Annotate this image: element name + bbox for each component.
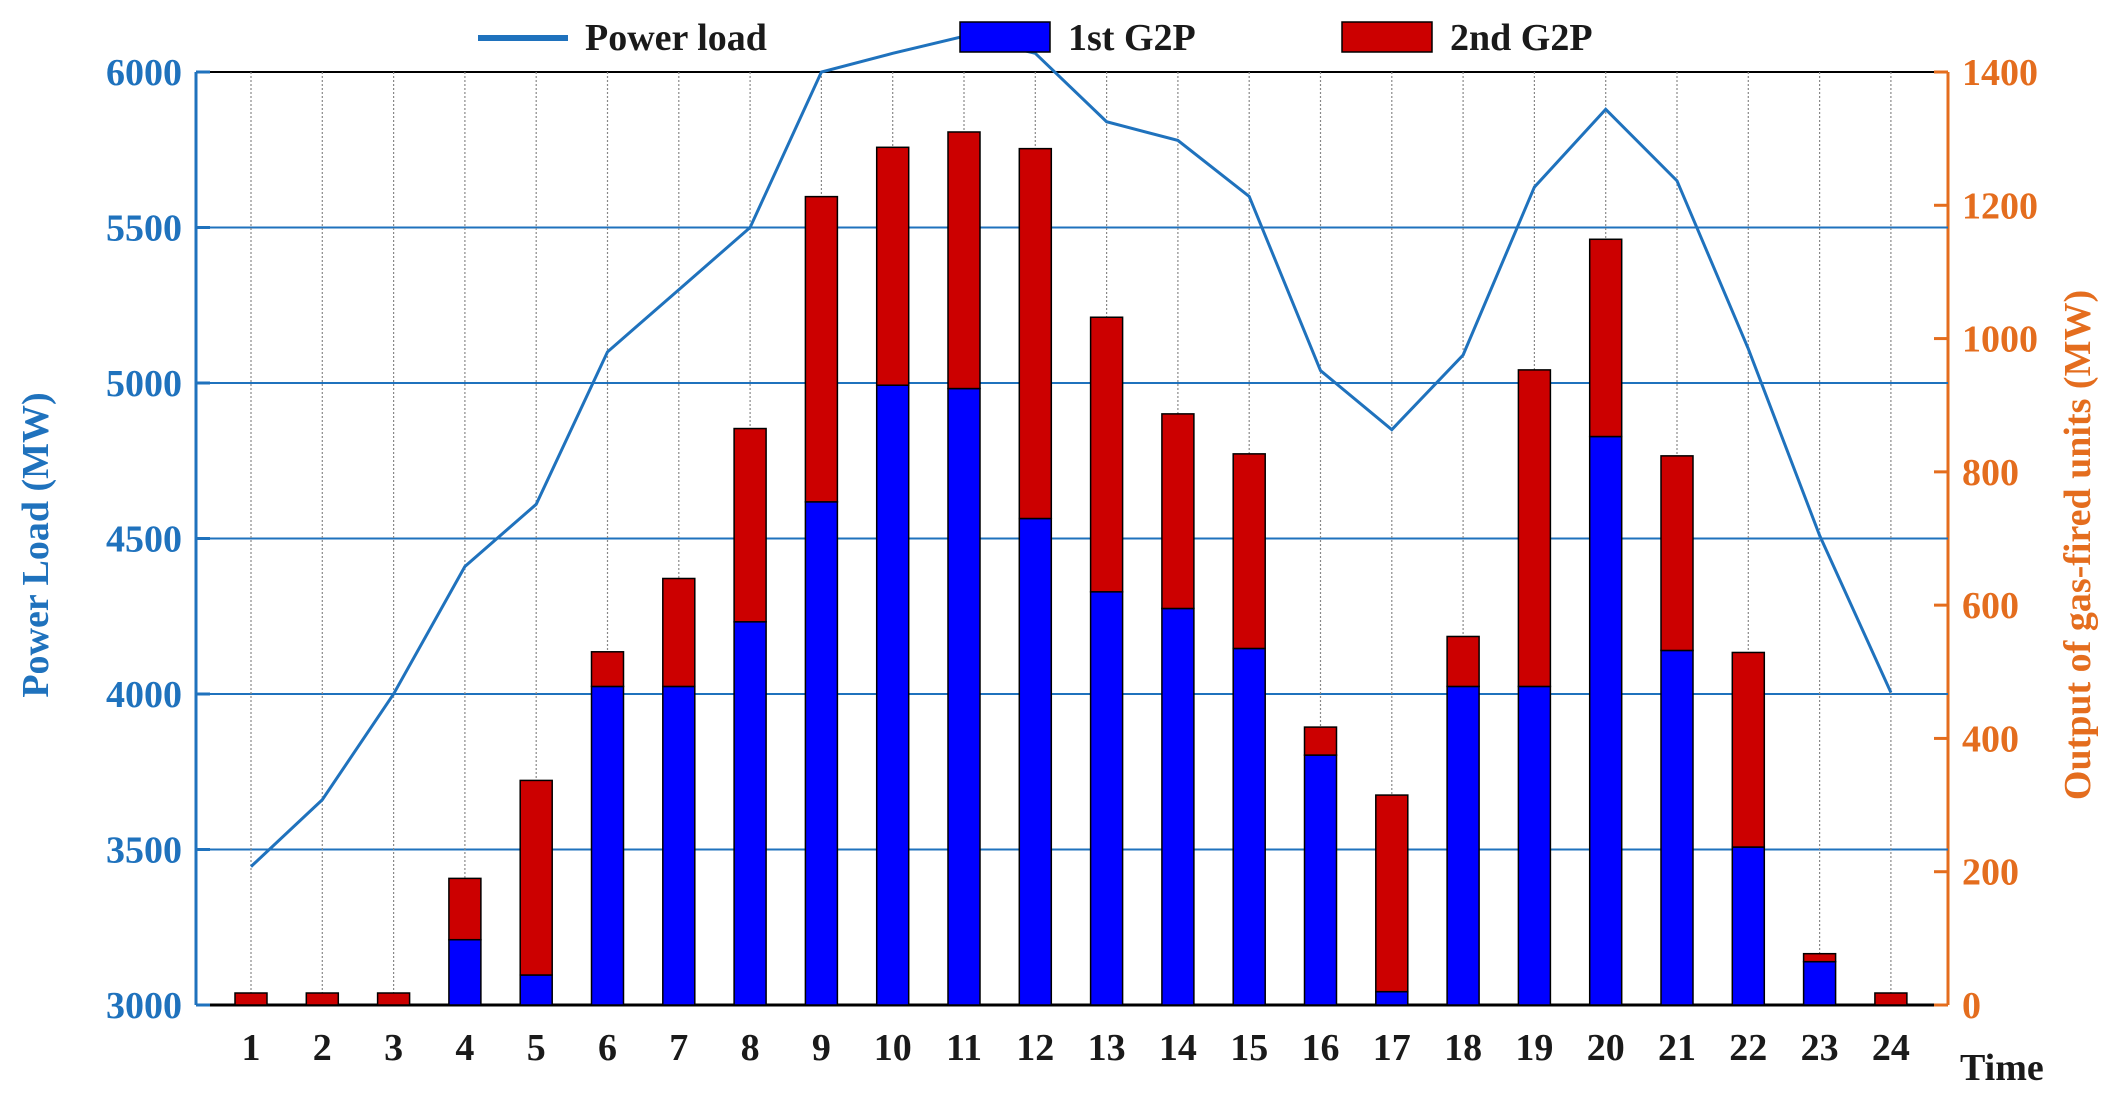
bar-2nd-g2p (234, 992, 268, 1006)
x-tick-label: 15 (1230, 1027, 1268, 1069)
bar-2nd-g2p (733, 427, 767, 623)
bar-1st-g2p (1517, 685, 1552, 1006)
bar-1st-g2p (804, 501, 839, 1006)
bar-2nd-g2p (1161, 413, 1195, 610)
axes-group: 3000 3500 4000 4500 5000 5500 6000 0 200 400 600 80… (106, 52, 2038, 1069)
bar-2nd-g2p (1303, 726, 1338, 756)
bar-1st-g2p (662, 685, 696, 1006)
legend-power-load-label: Power load (585, 17, 767, 59)
x-tick-label: 14 (1159, 1027, 1197, 1069)
bar-1st-g2p (1089, 591, 1124, 1006)
bar-1st-g2p (1731, 846, 1766, 1006)
bar-1st-g2p (519, 974, 553, 1006)
y-right-tick-label: 1000 (1962, 319, 2038, 361)
x-tick-label: 20 (1587, 1027, 1625, 1069)
bar-2nd-g2p (376, 992, 411, 1006)
bar-1st-g2p (1660, 649, 1694, 1006)
bar-2nd-g2p (519, 779, 553, 976)
bar-1st-g2p (947, 387, 981, 1006)
bar-1st-g2p (1303, 754, 1338, 1006)
y-right-tick-label: 600 (1962, 585, 2019, 627)
y-left-tick-label: 3500 (106, 830, 182, 872)
power-load-line-group (249, 34, 1893, 868)
y-left-tick-label: 3000 (106, 985, 182, 1027)
x-tick-label: 11 (946, 1027, 982, 1069)
bar-2nd-g2p (1232, 453, 1266, 650)
bar-1st-g2p (1232, 647, 1266, 1006)
x-tick-label: 21 (1658, 1027, 1696, 1069)
bar-2nd-g2p (1660, 455, 1694, 652)
x-tick-label: 4 (455, 1027, 474, 1069)
bar-2nd-g2p (1874, 992, 1908, 1006)
y-left-tick-label: 6000 (106, 52, 182, 94)
legend-1st-g2p-label: 1st G2P (1068, 17, 1196, 59)
x-tick-label: 6 (598, 1027, 617, 1069)
x-tick-label: 19 (1515, 1027, 1553, 1069)
x-tick-label: 9 (812, 1027, 831, 1069)
legend: Power load 1st G2P 2nd G2P (478, 17, 1593, 59)
x-tick-label: 8 (741, 1027, 760, 1069)
bar-2nd-g2p (947, 131, 981, 390)
bar-1st-g2p (590, 685, 625, 1006)
bar-2nd-g2p (804, 195, 839, 503)
x-tick-label: 12 (1016, 1027, 1054, 1069)
x-tick-label: 5 (527, 1027, 546, 1069)
y-left-tick-label: 5000 (106, 363, 182, 405)
x-tick-label: 3 (384, 1027, 403, 1069)
legend-2nd-g2p-label: 2nd G2P (1450, 17, 1593, 59)
bar-2nd-g2p (1089, 316, 1124, 593)
bar-2nd-g2p (1802, 952, 1837, 963)
bar-1st-g2p (1446, 685, 1480, 1006)
power-load-line (249, 34, 1893, 868)
y-left-tick-label: 4000 (106, 674, 182, 716)
bar-2nd-g2p (875, 146, 910, 386)
x-tick-label: 18 (1444, 1027, 1482, 1069)
bar-2nd-g2p (1517, 369, 1552, 688)
bar-2nd-g2p (1018, 147, 1053, 520)
x-tick-label: 1 (242, 1027, 261, 1069)
y-right-tick-label: 0 (1962, 985, 1981, 1027)
x-tick-label: 23 (1801, 1027, 1839, 1069)
bar-2nd-g2p (1731, 651, 1766, 848)
x-tick-label: 22 (1729, 1027, 1767, 1069)
x-tick-label: 10 (874, 1027, 912, 1069)
legend-1st-g2p-swatch (959, 21, 1051, 53)
bar-1st-g2p (448, 938, 482, 1006)
y-right-tick-label: 1200 (1962, 185, 2038, 227)
bar-1st-g2p (875, 384, 910, 1006)
bar-1st-g2p (1588, 435, 1623, 1006)
bar-1st-g2p (1802, 960, 1837, 1006)
y-axis-left-title: Power Load (MW) (15, 392, 57, 697)
x-axis-title: Time (1960, 1047, 2044, 1089)
bar-1st-g2p (1018, 517, 1053, 1006)
x-tick-label: 17 (1373, 1027, 1411, 1069)
bar-1st-g2p (733, 621, 767, 1006)
y-left-tick-label: 5500 (106, 208, 182, 250)
bar-2nd-g2p (1375, 794, 1409, 993)
x-tick-label: 13 (1088, 1027, 1126, 1069)
y-right-tick-label: 200 (1962, 852, 2019, 894)
x-tick-label: 7 (669, 1027, 688, 1069)
y-left-tick-label: 4500 (106, 519, 182, 561)
y-right-tick-label: 400 (1962, 718, 2019, 760)
bar-1st-g2p (1161, 607, 1195, 1006)
bar-2nd-g2p (1588, 238, 1623, 438)
bar-2nd-g2p (448, 877, 482, 941)
legend-2nd-g2p-swatch (1341, 21, 1433, 53)
bars-group (234, 131, 1908, 1006)
x-tick-label: 2 (313, 1027, 332, 1069)
bar-2nd-g2p (662, 577, 696, 688)
y-right-tick-label: 800 (1962, 452, 2019, 494)
y-axis-right-title: Output of gas-fired units (MW) (2057, 290, 2099, 800)
bar-1st-g2p (1375, 990, 1409, 1006)
y-right-tick-label: 1400 (1962, 52, 2038, 94)
x-tick-label: 16 (1302, 1027, 1340, 1069)
bar-2nd-g2p (305, 992, 340, 1006)
bar-2nd-g2p (590, 651, 625, 688)
x-tick-label: 24 (1872, 1027, 1910, 1069)
bar-2nd-g2p (1446, 635, 1480, 688)
